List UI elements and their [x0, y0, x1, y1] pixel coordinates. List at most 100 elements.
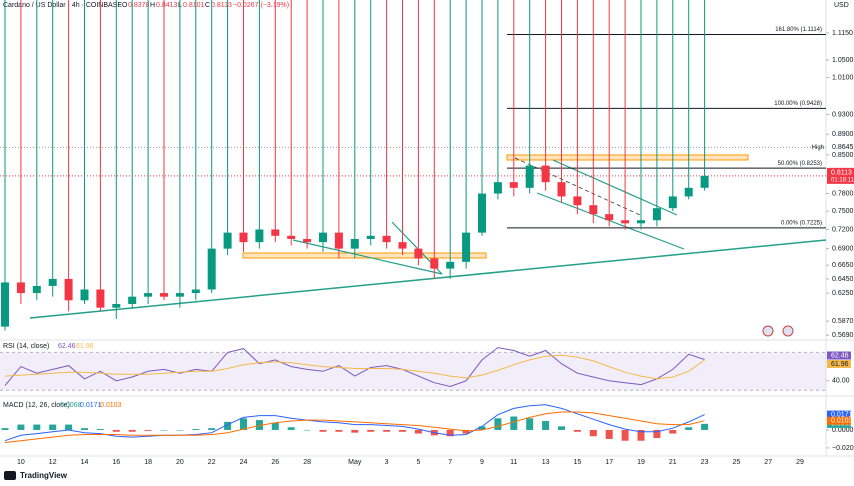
candle-body: [334, 232, 343, 249]
histogram-bar: [573, 429, 581, 432]
macd-badge: [827, 416, 851, 425]
histogram-bar: [112, 429, 120, 432]
symbol-title: Cardano / US Dollar · 4h · COINBASE: [3, 2, 122, 9]
histogram-bar: [240, 418, 247, 430]
candle-body: [398, 242, 407, 249]
macd-badge: [827, 410, 851, 419]
histogram-bar: [367, 429, 375, 432]
y-tick-label: 0.9300: [832, 111, 854, 118]
candle-body: [80, 289, 89, 301]
histogram-bar: [224, 421, 232, 430]
channel-line: [536, 192, 685, 250]
candle-body: [287, 235, 296, 239]
zone-box: [242, 252, 487, 259]
histogram-bar: [462, 429, 470, 434]
histogram-bar: [446, 429, 454, 437]
histogram-bar: [558, 426, 565, 430]
y-tick-label: 1.0100: [832, 74, 854, 81]
macd-line: [4, 411, 705, 443]
y-tick-label: 0.0000: [832, 427, 854, 434]
ohlc-key: C: [205, 2, 210, 9]
histogram-bar: [271, 422, 279, 430]
x-tick-label: 27: [764, 459, 772, 466]
candle-body: [525, 165, 534, 188]
histogram-bar: [160, 429, 168, 431]
rsi-axis-value: 61.96: [831, 361, 849, 368]
x-tick-label: 3: [385, 459, 389, 466]
macd-line: [4, 404, 705, 442]
histogram-bar: [335, 429, 343, 432]
histogram-bar: [669, 429, 677, 434]
candle-body: [621, 220, 630, 224]
y-tick-label: 1.1150: [832, 30, 853, 37]
y-tick-label: 0.6250: [832, 290, 854, 297]
histogram-bar: [637, 429, 645, 441]
x-tick-label: 29: [796, 459, 804, 466]
x-tick-label: May: [348, 459, 362, 466]
trend-line: [29, 239, 827, 319]
ohlc-value: 0.8413: [156, 2, 178, 9]
candle-body: [589, 205, 598, 215]
macd-title: MACD (12, 26, close): [3, 402, 70, 409]
x-tick-label: 9: [480, 459, 484, 466]
candle-body: [637, 220, 645, 224]
candle-body: [541, 165, 550, 183]
macd-axis-value: 0.0103: [831, 418, 853, 425]
candle-body: [303, 238, 312, 243]
candle-body: [462, 232, 471, 262]
candle-body: [255, 229, 264, 243]
fib-label: 161.80% (1.1114): [775, 27, 822, 33]
histogram-bar: [351, 429, 359, 433]
y-tick-label: 0.7500: [832, 208, 854, 215]
trend-line: [292, 239, 443, 275]
candle-body: [271, 229, 280, 236]
x-tick-label: 28: [303, 459, 311, 466]
zone-box: [506, 154, 749, 161]
rsi-header-value: 61.96: [76, 343, 94, 350]
candle-body: [16, 282, 25, 294]
x-tick-label: 14: [81, 459, 89, 466]
ohlc-value: 0.8113: [211, 2, 232, 9]
brand-logo: [4, 471, 16, 480]
x-tick-label: 19: [637, 459, 645, 466]
candle-body: [557, 182, 566, 197]
high-value: 0.8645: [832, 144, 854, 151]
candle-body: [160, 293, 168, 297]
x-tick-label: 7: [448, 459, 452, 466]
x-tick-label: 5: [416, 459, 420, 466]
candle-body: [319, 232, 327, 243]
y-tick-label: 0.5870: [832, 318, 854, 325]
x-tick-label: 25: [733, 459, 741, 466]
candle-body: [96, 289, 105, 308]
x-tick-label: 24: [240, 459, 248, 466]
candle-body: [652, 208, 661, 221]
candle-body: [684, 187, 693, 197]
histogram-bar: [287, 427, 295, 430]
rsi-line: [4, 347, 705, 388]
x-tick-label: 12: [49, 459, 57, 466]
flag-icon: [782, 325, 794, 337]
macd-header-value: 0.0171: [80, 402, 102, 409]
x-tick-label: 23: [701, 459, 709, 466]
fib-label: 100.00% (0.9428): [774, 101, 822, 107]
candle-body: [573, 196, 582, 206]
y-tick-label: 0.6900: [832, 245, 854, 252]
histogram-bar: [128, 429, 136, 432]
y-tick-label: 40.00: [832, 378, 850, 385]
candle-body: [430, 258, 439, 269]
candle-body: [239, 232, 248, 243]
channel-line: [552, 159, 678, 216]
fib-label: 0.00% (0.7225): [781, 221, 822, 227]
ohlc-key: H: [150, 2, 155, 9]
candle-body: [509, 182, 518, 188]
x-tick-label: 10: [17, 459, 25, 466]
candle-body: [605, 214, 614, 221]
rsi-line: [4, 354, 705, 380]
x-tick-label: 15: [574, 459, 582, 466]
x-tick-label: 22: [208, 459, 216, 466]
candle-body: [1, 282, 9, 327]
histogram-bar: [478, 426, 486, 430]
candle-body: [493, 182, 502, 194]
